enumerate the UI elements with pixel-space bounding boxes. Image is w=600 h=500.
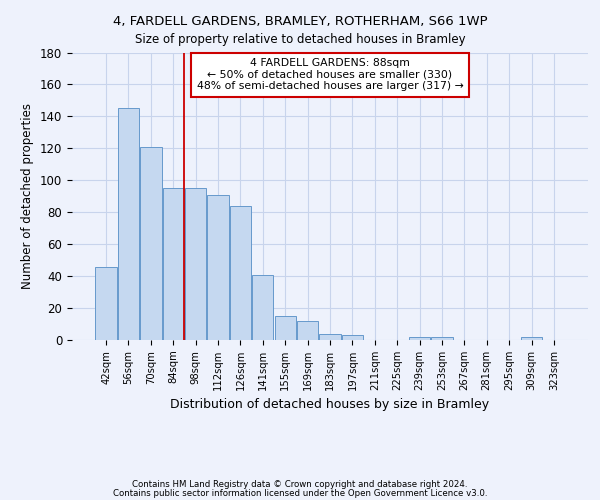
X-axis label: Distribution of detached houses by size in Bramley: Distribution of detached houses by size … (170, 398, 490, 411)
Bar (185, 188, 206, 340)
Bar (230, 206, 251, 340)
Bar (409, 337, 430, 340)
Bar (163, 188, 184, 340)
Text: 4 FARDELL GARDENS: 88sqm
← 50% of detached houses are smaller (330)
48% of semi-: 4 FARDELL GARDENS: 88sqm ← 50% of detach… (197, 58, 463, 92)
Bar (252, 274, 274, 340)
Text: Size of property relative to detached houses in Bramley: Size of property relative to detached ho… (134, 32, 466, 46)
Y-axis label: Number of detached properties: Number of detached properties (22, 104, 34, 289)
Bar (118, 108, 139, 340)
Bar (431, 337, 452, 340)
Bar (208, 194, 229, 340)
Bar (275, 316, 296, 340)
Bar (521, 337, 542, 340)
Bar (95, 266, 117, 340)
Bar (297, 321, 318, 340)
Bar (319, 334, 341, 340)
Text: Contains public sector information licensed under the Open Government Licence v3: Contains public sector information licen… (113, 488, 487, 498)
Text: Contains HM Land Registry data © Crown copyright and database right 2024.: Contains HM Land Registry data © Crown c… (132, 480, 468, 489)
Bar (342, 335, 363, 340)
Bar (140, 146, 161, 340)
Text: 4, FARDELL GARDENS, BRAMLEY, ROTHERHAM, S66 1WP: 4, FARDELL GARDENS, BRAMLEY, ROTHERHAM, … (113, 15, 487, 28)
